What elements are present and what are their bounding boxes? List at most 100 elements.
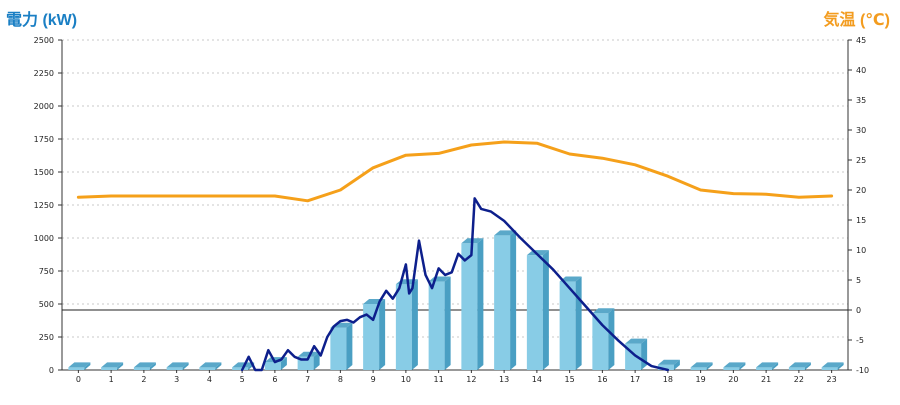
bar-top (821, 362, 844, 368)
bar-top (559, 276, 582, 282)
left-tick-label: 2000 (34, 102, 54, 111)
bar-top (526, 250, 549, 256)
left-tick-label: 2500 (34, 36, 54, 45)
x-tick-label: 13 (499, 375, 509, 384)
bar-side (772, 362, 779, 370)
bar (232, 367, 249, 370)
bar-top (592, 308, 615, 314)
bar-side (510, 230, 517, 370)
bar-side (280, 357, 287, 370)
x-tick-label: 16 (597, 375, 607, 384)
bar (68, 367, 85, 370)
x-tick-label: 0 (76, 375, 81, 384)
bar-side (477, 238, 484, 370)
bar-side (706, 362, 713, 370)
bar-side (673, 359, 680, 370)
x-tick-label: 2 (141, 375, 146, 384)
bar-top (756, 362, 779, 368)
bar (559, 281, 576, 370)
bar-side (837, 362, 844, 370)
bar (690, 367, 707, 370)
x-tick-label: 15 (565, 375, 575, 384)
x-tick-label: 3 (174, 375, 179, 384)
x-tick-label: 1 (109, 375, 114, 384)
x-tick-label: 7 (305, 375, 310, 384)
bar (788, 367, 805, 370)
right-axis-title: 気温 (℃) (823, 12, 890, 29)
bar-top (690, 362, 713, 368)
x-tick-label: 12 (466, 375, 476, 384)
power-line (240, 197, 670, 372)
left-tick-label: 1250 (34, 201, 54, 210)
bar (199, 367, 216, 370)
bar-side (313, 351, 320, 370)
left-tick-label: 2250 (34, 69, 54, 78)
left-tick-label: 250 (39, 333, 54, 342)
x-tick-label: 20 (728, 375, 738, 384)
bar (133, 367, 150, 370)
bar-side (542, 250, 549, 370)
bar (330, 327, 347, 370)
right-tick-label: 15 (856, 216, 866, 225)
left-tick-label: 1000 (34, 234, 54, 243)
bar (494, 235, 511, 370)
bar (461, 243, 478, 370)
right-tick-label: 25 (856, 156, 866, 165)
bar-top (166, 362, 189, 368)
left-tick-label: 1750 (34, 135, 54, 144)
x-tick-label: 9 (371, 375, 376, 384)
bar-side (444, 276, 451, 370)
bar-side (346, 322, 353, 370)
x-tick-label: 21 (761, 375, 771, 384)
left-tick-label: 0 (49, 366, 54, 375)
bar-top (625, 338, 648, 344)
x-tick-label: 11 (434, 375, 444, 384)
bar-side (182, 362, 189, 370)
bar-side (149, 362, 156, 370)
bar (428, 281, 445, 370)
right-tick-label: -10 (856, 366, 869, 375)
right-tick-label: 45 (856, 36, 866, 45)
bar-top (788, 362, 811, 368)
bar-side (804, 362, 811, 370)
bar-side (641, 338, 648, 370)
right-tick-label: -5 (856, 336, 864, 345)
right-tick-label: 35 (856, 96, 866, 105)
bar (395, 284, 412, 370)
bar (363, 304, 380, 370)
bar-side (117, 362, 124, 370)
bar (723, 367, 740, 370)
bar (526, 255, 543, 370)
bar-top (723, 362, 746, 368)
left-tick-label: 500 (39, 300, 54, 309)
bar-top (657, 359, 680, 365)
bar-side (215, 362, 222, 370)
bar-side (411, 279, 418, 370)
bar (101, 367, 118, 370)
bar-side (739, 362, 746, 370)
x-tick-label: 17 (630, 375, 640, 384)
x-tick-label: 5 (240, 375, 245, 384)
bar-top (68, 362, 91, 368)
x-tick-label: 19 (696, 375, 706, 384)
bar (264, 362, 281, 370)
bar-top (297, 351, 320, 357)
x-tick-label: 4 (207, 375, 212, 384)
right-tick-label: 10 (856, 246, 866, 255)
left-axis-title: 電力 (kW) (6, 12, 78, 29)
bar-side (379, 299, 386, 370)
bar-top (133, 362, 156, 368)
x-tick-label: 14 (532, 375, 542, 384)
bar (657, 364, 674, 370)
right-tick-label: 5 (856, 276, 861, 285)
bar-side (575, 276, 582, 370)
x-tick-label: 10 (401, 375, 411, 384)
bar-top (232, 362, 255, 368)
bar-side (608, 308, 615, 370)
bar (821, 367, 838, 370)
bar-top (199, 362, 222, 368)
x-tick-label: 22 (794, 375, 804, 384)
bar-top (101, 362, 124, 368)
bar-top (494, 230, 517, 236)
